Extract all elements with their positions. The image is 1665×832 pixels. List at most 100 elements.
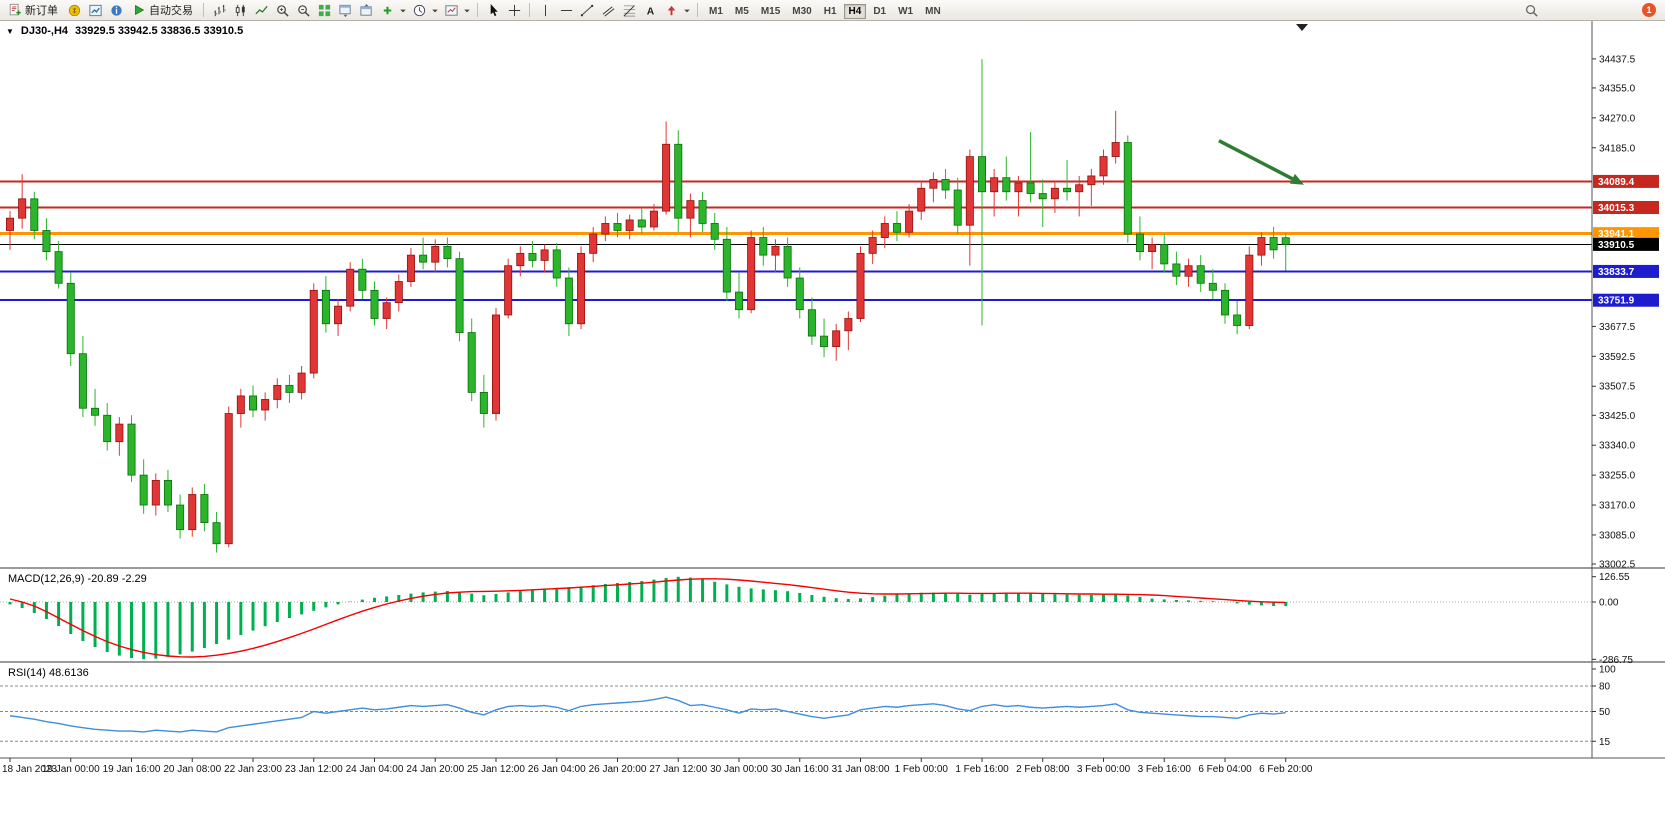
svg-text:22 Jan 23:00: 22 Jan 23:00 [224, 764, 282, 775]
zoom-out-icon[interactable] [293, 2, 313, 19]
templates-icon[interactable] [441, 2, 461, 19]
svg-text:19 Jan 00:00: 19 Jan 00:00 [42, 764, 100, 775]
arrow-tool-icon[interactable] [661, 2, 681, 19]
svg-text:24 Jan 04:00: 24 Jan 04:00 [346, 764, 404, 775]
svg-text:26 Jan 04:00: 26 Jan 04:00 [528, 764, 586, 775]
arrange-windows-icon[interactable] [356, 2, 376, 19]
svg-text:25 Jan 12:00: 25 Jan 12:00 [467, 764, 525, 775]
timeframe-h1[interactable]: H1 [819, 4, 842, 19]
timeframe-m5[interactable]: M5 [730, 4, 754, 19]
svg-text:20 Jan 08:00: 20 Jan 08:00 [163, 764, 221, 775]
toolbar-separator [477, 3, 478, 17]
line-chart-mode-icon[interactable] [251, 2, 271, 19]
svg-text:33507.5: 33507.5 [1599, 382, 1636, 393]
svg-text:33910.5: 33910.5 [1598, 240, 1635, 251]
toolbar-separator [529, 3, 530, 17]
arrows-dropdown-caret[interactable] [682, 2, 692, 19]
pane-separator[interactable] [0, 567, 1665, 569]
svg-text:19 Jan 16:00: 19 Jan 16:00 [103, 764, 161, 775]
timeframe-mn[interactable]: MN [920, 4, 946, 19]
candlestick-mode-icon[interactable] [230, 2, 250, 19]
text-tool-icon[interactable]: A [640, 2, 660, 19]
channel-tool-icon[interactable] [598, 2, 618, 19]
chart-window: 34437.5 34355.0 34270.0 34185.0 33677.5 33592… [0, 21, 1665, 832]
svg-text:34185.0: 34185.0 [1599, 143, 1636, 154]
auto-trading-label: 自动交易 [149, 5, 193, 17]
svg-text:33085.0: 33085.0 [1599, 530, 1636, 541]
svg-text:A: A [646, 6, 654, 17]
svg-text:50: 50 [1599, 707, 1611, 718]
timeframe-h4[interactable]: H4 [843, 4, 867, 19]
svg-text:30 Jan 16:00: 30 Jan 16:00 [771, 764, 829, 775]
svg-text:34355.0: 34355.0 [1599, 83, 1636, 94]
timeframe-m15[interactable]: M15 [756, 4, 785, 19]
svg-text:34089.4: 34089.4 [1598, 177, 1635, 188]
toolbar-separator [203, 3, 204, 17]
svg-text:24 Jan 20:00: 24 Jan 20:00 [406, 764, 464, 775]
auto-trading-button[interactable]: 自动交易 [127, 1, 198, 19]
vertical-line-tool-icon[interactable] [535, 2, 555, 19]
svg-text:33425.0: 33425.0 [1599, 411, 1636, 422]
one-click-trading-toggle[interactable]: ▼ [6, 26, 14, 36]
notification-badge[interactable]: 1 [1642, 3, 1656, 17]
toolbar-separator [697, 3, 698, 17]
svg-text:6 Feb 20:00: 6 Feb 20:00 [1259, 764, 1313, 775]
trend-arrow-head[interactable] [1289, 173, 1304, 185]
svg-text:3 Feb 16:00: 3 Feb 16:00 [1138, 764, 1192, 775]
chart-shift-marker[interactable] [1296, 24, 1308, 31]
svg-text:34437.5: 34437.5 [1599, 54, 1636, 65]
svg-text:15: 15 [1599, 737, 1611, 748]
indicators-dropdown-caret[interactable] [398, 2, 408, 19]
svg-text:33751.9: 33751.9 [1598, 296, 1635, 307]
timeframe-m30[interactable]: M30 [787, 4, 816, 19]
new-order-button[interactable]: 新订单 [3, 1, 63, 19]
add-indicator-icon[interactable] [377, 2, 397, 19]
periods-icon[interactable] [409, 2, 429, 19]
main-toolbar: 新订单 自动交易 A M1 M5 M15 M30 H1 H4 D1 W1 MN 1 [0, 0, 1665, 21]
data-window-icon[interactable] [106, 2, 126, 19]
cursor-tool-icon[interactable] [483, 2, 503, 19]
timeframe-m1[interactable]: M1 [704, 4, 728, 19]
templates-dropdown-caret[interactable] [462, 2, 472, 19]
svg-text:1 Feb 16:00: 1 Feb 16:00 [955, 764, 1009, 775]
trend-arrow-annotation[interactable] [1218, 139, 1294, 181]
svg-text:1 Feb 00:00: 1 Feb 00:00 [895, 764, 949, 775]
rsi-indicator: 100 80 50 15 [0, 665, 1616, 748]
periods-dropdown-caret[interactable] [430, 2, 440, 19]
svg-text:34015.3: 34015.3 [1598, 203, 1635, 214]
svg-text:3 Feb 00:00: 3 Feb 00:00 [1077, 764, 1131, 775]
svg-text:33941.1: 33941.1 [1598, 229, 1635, 240]
market-watch-icon[interactable] [64, 2, 84, 19]
bar-chart-mode-icon[interactable] [209, 2, 229, 19]
svg-text:23 Jan 12:00: 23 Jan 12:00 [285, 764, 343, 775]
fibonacci-tool-icon[interactable] [619, 2, 639, 19]
svg-text:33833.7: 33833.7 [1598, 267, 1635, 278]
trendline-tool-icon[interactable] [577, 2, 597, 19]
timeframe-w1[interactable]: W1 [893, 4, 918, 19]
chart-canvas[interactable]: 34437.5 34355.0 34270.0 34185.0 33677.5 33592… [0, 21, 1665, 832]
svg-text:33592.5: 33592.5 [1599, 352, 1636, 363]
zoom-in-icon[interactable] [272, 2, 292, 19]
new-order-label: 新订单 [25, 5, 58, 17]
svg-text:33340.0: 33340.0 [1599, 441, 1636, 452]
chart-background [0, 21, 1665, 832]
svg-text:34270.0: 34270.0 [1599, 113, 1636, 124]
svg-text:33002.5: 33002.5 [1599, 560, 1636, 571]
auto-arrange-icon[interactable] [335, 2, 355, 19]
svg-text:80: 80 [1599, 682, 1611, 693]
new-chart-icon[interactable] [85, 2, 105, 19]
svg-text:0.00: 0.00 [1599, 598, 1619, 609]
pane-separator[interactable] [0, 661, 1665, 663]
search-icon[interactable] [1521, 2, 1541, 19]
candlestick-series [6, 59, 1290, 553]
svg-text:26 Jan 20:00: 26 Jan 20:00 [589, 764, 647, 775]
tile-windows-icon[interactable] [314, 2, 334, 19]
auto-trading-play-icon [132, 3, 146, 17]
horizontal-line-tool-icon[interactable] [556, 2, 576, 19]
svg-text:6 Feb 04:00: 6 Feb 04:00 [1198, 764, 1252, 775]
crosshair-tool-icon[interactable] [504, 2, 524, 19]
price-axis[interactable]: 34437.5 34355.0 34270.0 34185.0 33677.5 33592… [1592, 54, 1659, 571]
timeframe-d1[interactable]: D1 [868, 4, 891, 19]
svg-text:-286.75: -286.75 [1599, 655, 1633, 666]
